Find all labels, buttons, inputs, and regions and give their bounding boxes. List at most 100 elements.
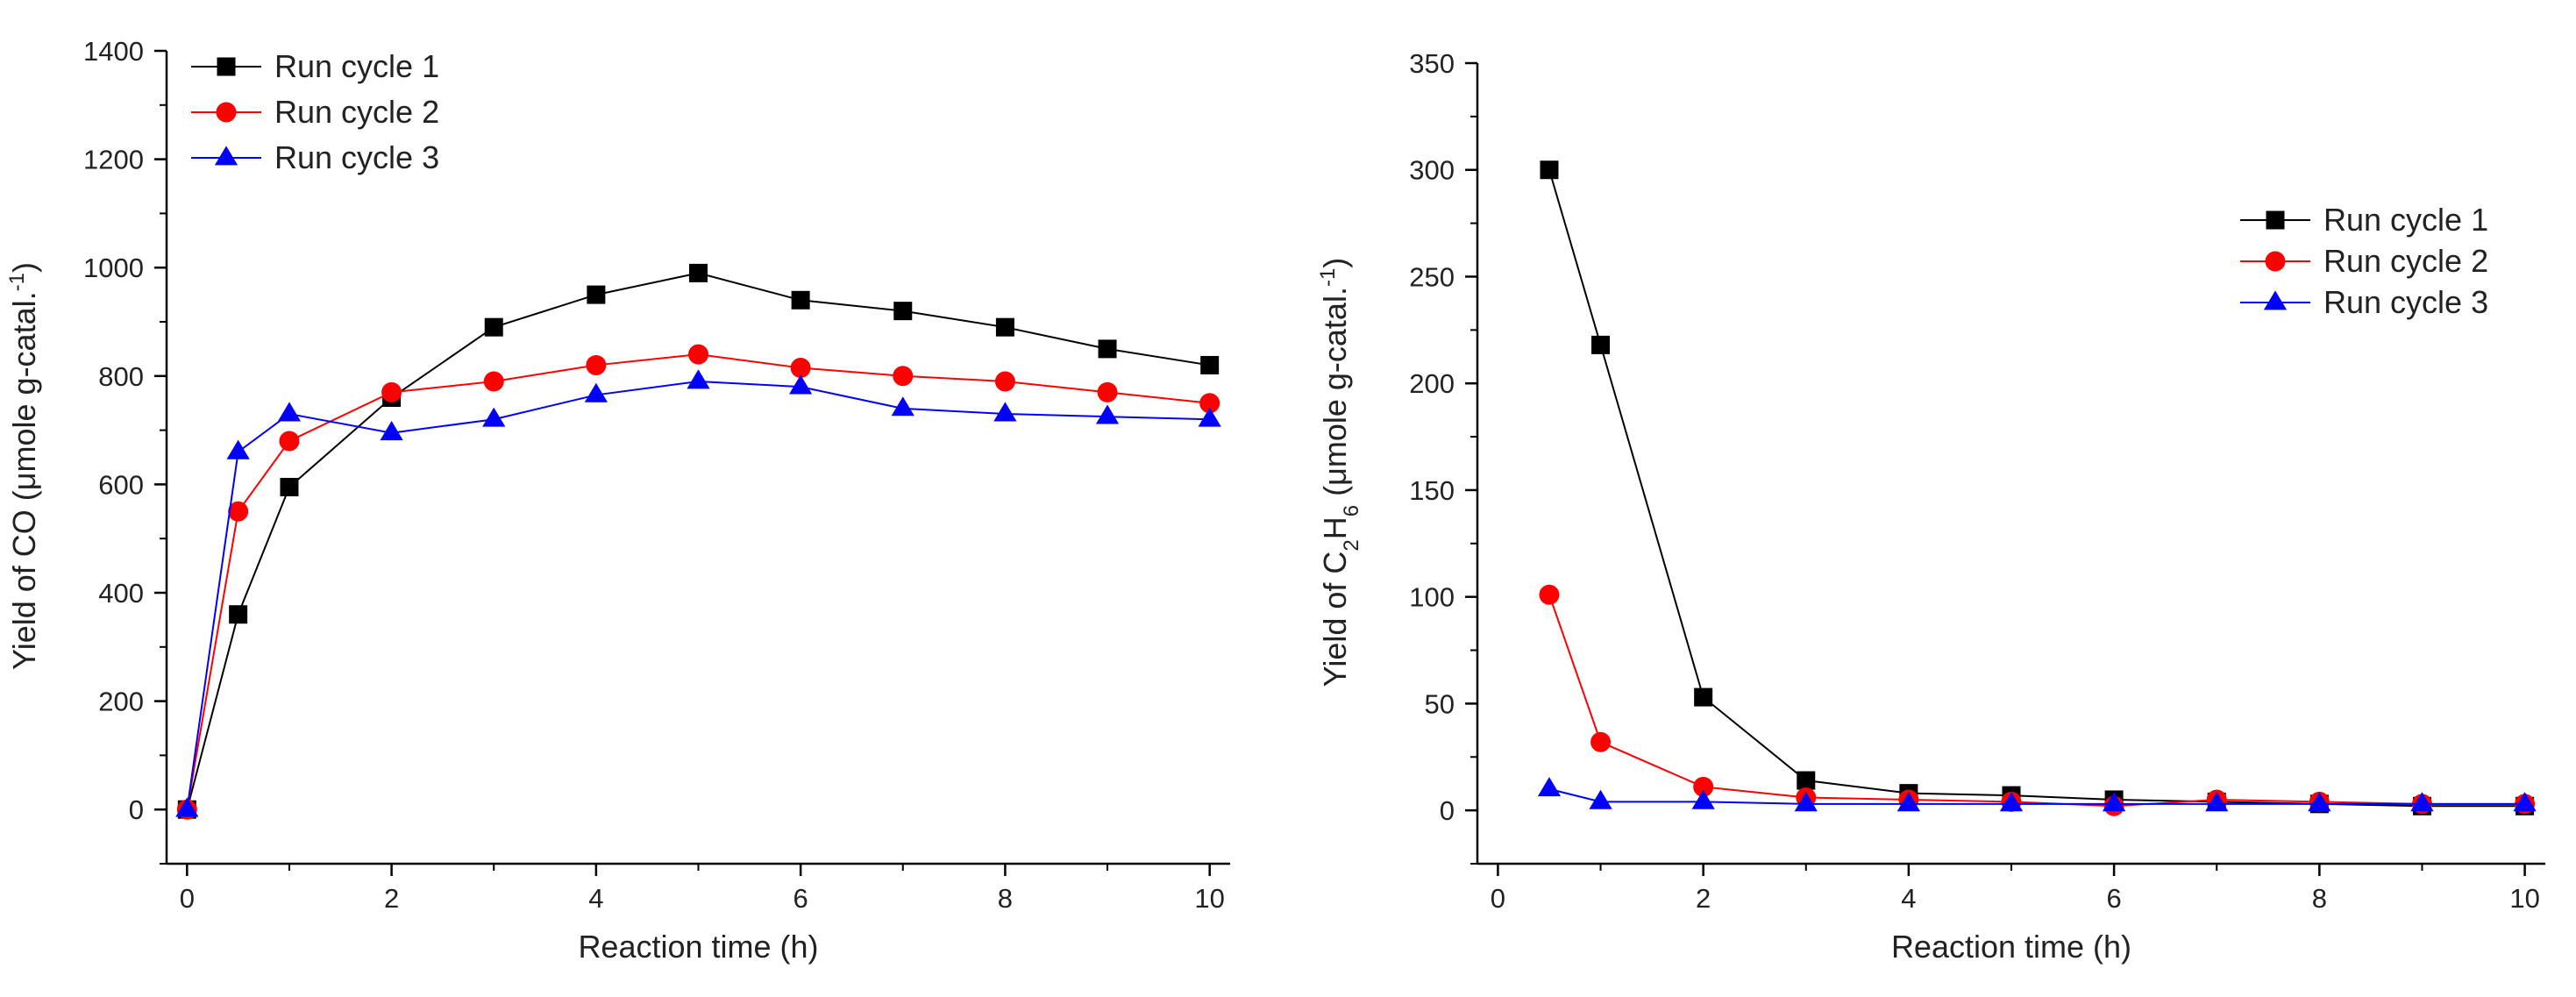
legend-item: Run cycle 1 <box>2240 202 2488 238</box>
y-tick-label: 800 <box>98 361 144 392</box>
y-axis-label: Yield of C2H6 (μmole g-catal.-1) <box>1316 258 1363 687</box>
x-tick-label: 0 <box>180 883 195 914</box>
legend-marker <box>2265 251 2286 272</box>
data-point <box>280 477 299 496</box>
data-point <box>482 407 506 427</box>
legend-item: Run cycle 3 <box>2240 284 2488 320</box>
data-point <box>1199 393 1220 414</box>
data-point <box>277 402 302 422</box>
series-line <box>186 353 1210 810</box>
y-tick-label: 350 <box>1409 48 1455 79</box>
data-point <box>1198 407 1221 427</box>
data-point <box>1794 792 1818 812</box>
data-point <box>1590 731 1612 752</box>
data-point <box>1693 776 1714 797</box>
co-yield-chart: 0 200 400 600 800 1000 1200 1400 0 2 4 6 8 10 Reaction… <box>5 36 1230 965</box>
legend-marker <box>2263 290 2288 310</box>
legend-label: Run cycle 2 <box>2323 243 2488 279</box>
series-line <box>186 380 1210 810</box>
data-point <box>687 369 710 389</box>
legend-label: Run cycle 3 <box>2323 284 2488 320</box>
legend-item: Run cycle 2 <box>2240 243 2488 279</box>
data-point <box>891 396 914 417</box>
data-point <box>584 382 608 402</box>
y-tick-label: 0 <box>129 794 144 825</box>
legend-label: Run cycle 1 <box>2323 202 2488 238</box>
data-point <box>1694 687 1713 707</box>
legend-label: Run cycle 3 <box>274 139 439 175</box>
x-tick-label: 2 <box>384 883 399 914</box>
data-point <box>1896 792 1921 812</box>
y-tick-label: 1200 <box>83 145 144 175</box>
x-tick-label: 4 <box>1901 883 1916 914</box>
data-point <box>1200 355 1220 374</box>
y-tick-label: 100 <box>1409 582 1455 613</box>
data-point <box>175 797 199 817</box>
c2h6-yield-chart: 0 50 100 150 200 250 300 350 0 2 4 6 8 10 Reaction tim… <box>1316 48 2545 965</box>
data-point <box>893 366 914 387</box>
data-point <box>789 374 813 395</box>
legend-marker <box>214 146 238 166</box>
data-point <box>993 402 1017 422</box>
data-point <box>1098 339 1117 359</box>
x-tick-label: 10 <box>1194 883 1224 914</box>
data-point <box>1591 335 1611 354</box>
data-point <box>1589 789 1612 809</box>
data-point <box>790 358 811 379</box>
data-point <box>587 285 606 304</box>
data-point <box>279 431 300 452</box>
data-point <box>1095 404 1120 424</box>
data-point <box>791 290 810 310</box>
x-tick-label: 2 <box>1696 883 1711 914</box>
data-point <box>2102 792 2126 812</box>
legend-marker <box>2266 210 2285 230</box>
data-point <box>2513 792 2537 812</box>
data-point <box>1999 792 2024 812</box>
data-point <box>586 354 607 375</box>
data-point <box>689 263 708 282</box>
x-tick-label: 6 <box>793 883 808 914</box>
y-tick-label: 200 <box>98 687 144 717</box>
y-tick-label: 200 <box>1409 368 1455 399</box>
series-run-cycle-3 <box>175 369 1221 817</box>
data-point <box>483 371 504 392</box>
x-tick-label: 6 <box>2106 883 2121 914</box>
y-tick-label: 300 <box>1409 155 1455 186</box>
legend-item: Run cycle 2 <box>191 94 439 130</box>
y-tick-label: 50 <box>1425 688 1455 719</box>
x-tick-label: 8 <box>998 883 1013 914</box>
legend-item: Run cycle 1 <box>191 48 439 84</box>
y-axis-label: Yield of CO (μmole g-catal.-1) <box>5 262 43 670</box>
series-run-cycle-2 <box>1539 584 2536 816</box>
series-run-cycle-2 <box>176 344 1220 820</box>
legend-marker <box>217 57 236 76</box>
data-point <box>228 501 249 522</box>
legend: Run cycle 1 Run cycle 2 Run cycle 3 <box>191 48 439 175</box>
x-tick-label: 4 <box>588 883 603 914</box>
data-point <box>484 317 503 337</box>
data-point <box>2308 792 2331 812</box>
data-point <box>1097 381 1118 402</box>
y-tick-label: 150 <box>1409 475 1455 506</box>
data-point <box>1797 771 1816 790</box>
legend-label: Run cycle 1 <box>274 48 439 84</box>
series-run-cycle-3 <box>1537 777 2537 812</box>
data-point <box>226 439 250 459</box>
x-tick-label: 8 <box>2312 883 2327 914</box>
data-point <box>381 381 402 402</box>
x-tick-label: 0 <box>1491 883 1505 914</box>
data-point <box>994 371 1015 392</box>
x-axis-label: Reaction time (h) <box>578 929 818 965</box>
legend: Run cycle 1 Run cycle 2 Run cycle 3 <box>2240 202 2488 320</box>
legend-marker <box>216 102 237 123</box>
y-tick-label: 1400 <box>83 36 144 67</box>
data-point <box>688 344 708 365</box>
legend-item: Run cycle 3 <box>191 139 439 175</box>
data-point <box>380 421 403 441</box>
data-point <box>893 302 913 321</box>
y-tick-label: 0 <box>1440 795 1455 826</box>
data-point <box>1537 777 1562 797</box>
data-point <box>995 317 1014 337</box>
y-tick-label: 1000 <box>83 253 144 283</box>
x-axis-label: Reaction time (h) <box>1891 929 2131 965</box>
